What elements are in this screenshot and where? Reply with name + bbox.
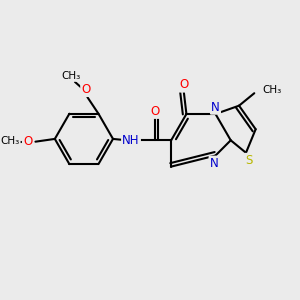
- Text: CH₃: CH₃: [0, 136, 20, 146]
- Text: O: O: [81, 83, 91, 96]
- Text: O: O: [23, 135, 32, 148]
- Text: NH: NH: [122, 134, 140, 147]
- Text: CH₃: CH₃: [262, 85, 281, 95]
- Text: O: O: [150, 105, 159, 118]
- Text: CH₃: CH₃: [61, 71, 80, 81]
- Text: S: S: [245, 154, 252, 167]
- Text: N: N: [211, 100, 220, 114]
- Text: O: O: [179, 78, 188, 92]
- Text: N: N: [210, 157, 218, 170]
